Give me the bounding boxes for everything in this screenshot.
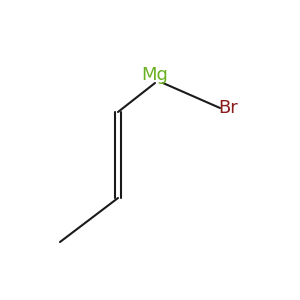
Text: Br: Br — [218, 99, 238, 117]
Text: Mg: Mg — [142, 66, 168, 84]
